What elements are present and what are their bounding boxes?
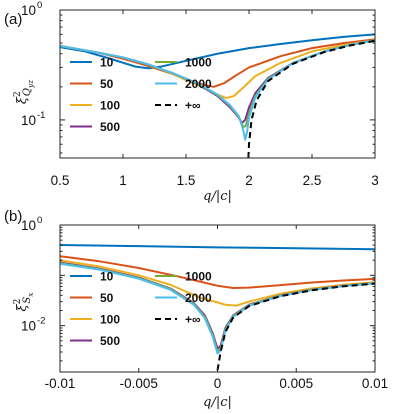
legend-item: 100 [70,313,120,327]
legend-item: 500 [70,334,120,348]
series-line-3 [60,259,375,307]
legend: 10 50 100 500 1000 2000 +∞ [70,270,212,348]
series-group [60,33,375,158]
legend-label: 500 [100,120,120,134]
legend-item: 50 [70,291,114,305]
y-axis-label-text: ξ2Qyz [13,80,35,104]
panel-a: 0.5 1 1.5 2 2.5 310 -110 0(a)q/|c|ξ2Qyz10501005… [4,0,379,204]
legend-label: 10 [100,56,114,70]
series-line-7 [247,39,375,158]
y-tick-label-base: 10 [21,3,36,18]
legend-item: +∞ [155,99,201,113]
legend-item: +∞ [155,313,201,327]
y-tick-label-exp: -2 [37,316,45,327]
panel-label: (b) [4,208,22,225]
legend-item: 10 [70,56,114,70]
x-axis-label: q/|c| [203,189,232,204]
legend: 10 50 100 500 1000 2000 +∞ [70,56,212,134]
series-group [60,244,375,371]
x-tick-label: -0.005 [120,376,158,391]
legend-label: 50 [100,77,114,91]
x-tick-label: 2 [245,173,253,188]
y-axis-label-text: ξ2Sx [13,292,35,312]
legend-item: 100 [70,99,120,113]
legend-item: 2000 [155,291,212,305]
axes-box [59,9,376,159]
legend-label: 50 [100,291,114,305]
x-tick-label: 0.005 [279,376,313,391]
legend-label: +∞ [185,99,201,113]
legend-label: 2000 [185,77,212,91]
legend-label: 500 [100,334,120,348]
y-tick-label-exp: 0 [37,215,42,226]
y-tick-label: 10 -2 [21,316,45,334]
y-tick-label-base: 10 [21,319,36,334]
series-line-1 [60,33,375,70]
y-axis-label: ξ2Sx [13,292,35,312]
y-tick-label: 10 0 [21,0,42,18]
legend-item: 10 [70,270,114,284]
series-line-2 [60,38,375,88]
legend-item: 2000 [155,77,212,91]
legend-item: 500 [70,120,120,134]
legend-label: +∞ [185,313,201,327]
x-tick-label: 0.01 [362,376,388,391]
legend-item: 50 [70,77,114,91]
y-tick-label-base: 10 [21,218,36,233]
x-tick-label: 1.5 [177,173,196,188]
legend-label: 100 [100,313,120,327]
panel-label: (a) [4,11,22,28]
series-line-1 [60,244,375,251]
y-axis-label: ξ2Qyz [13,80,35,104]
y-tick-label-exp: 0 [37,0,42,11]
legend-label: 1000 [185,270,212,284]
legend-item: 1000 [155,270,212,284]
x-tick-label: 0 [214,376,222,391]
x-tick-label: 3 [371,173,379,188]
legend-label: 100 [100,99,120,113]
x-axis-label: q/|c| [203,395,232,410]
series-line-7 [216,282,375,371]
series-line-2 [60,255,375,289]
x-tick-label: 0.5 [51,173,70,188]
y-tick-label-base: 10 [21,113,36,128]
x-tick-label: 1 [119,173,127,188]
y-tick-label-exp: -1 [37,110,45,121]
x-tick-label: 2.5 [303,173,322,188]
plot-area [60,10,375,158]
x-tick-label: -0.01 [45,376,76,391]
legend-item: 1000 [155,56,212,70]
legend-label: 1000 [185,56,212,70]
y-tick-label: 10 -1 [21,110,45,128]
legend-label: 2000 [185,291,212,305]
y-tick-label: 10 0 [21,215,42,233]
legend-label: 10 [100,270,114,284]
